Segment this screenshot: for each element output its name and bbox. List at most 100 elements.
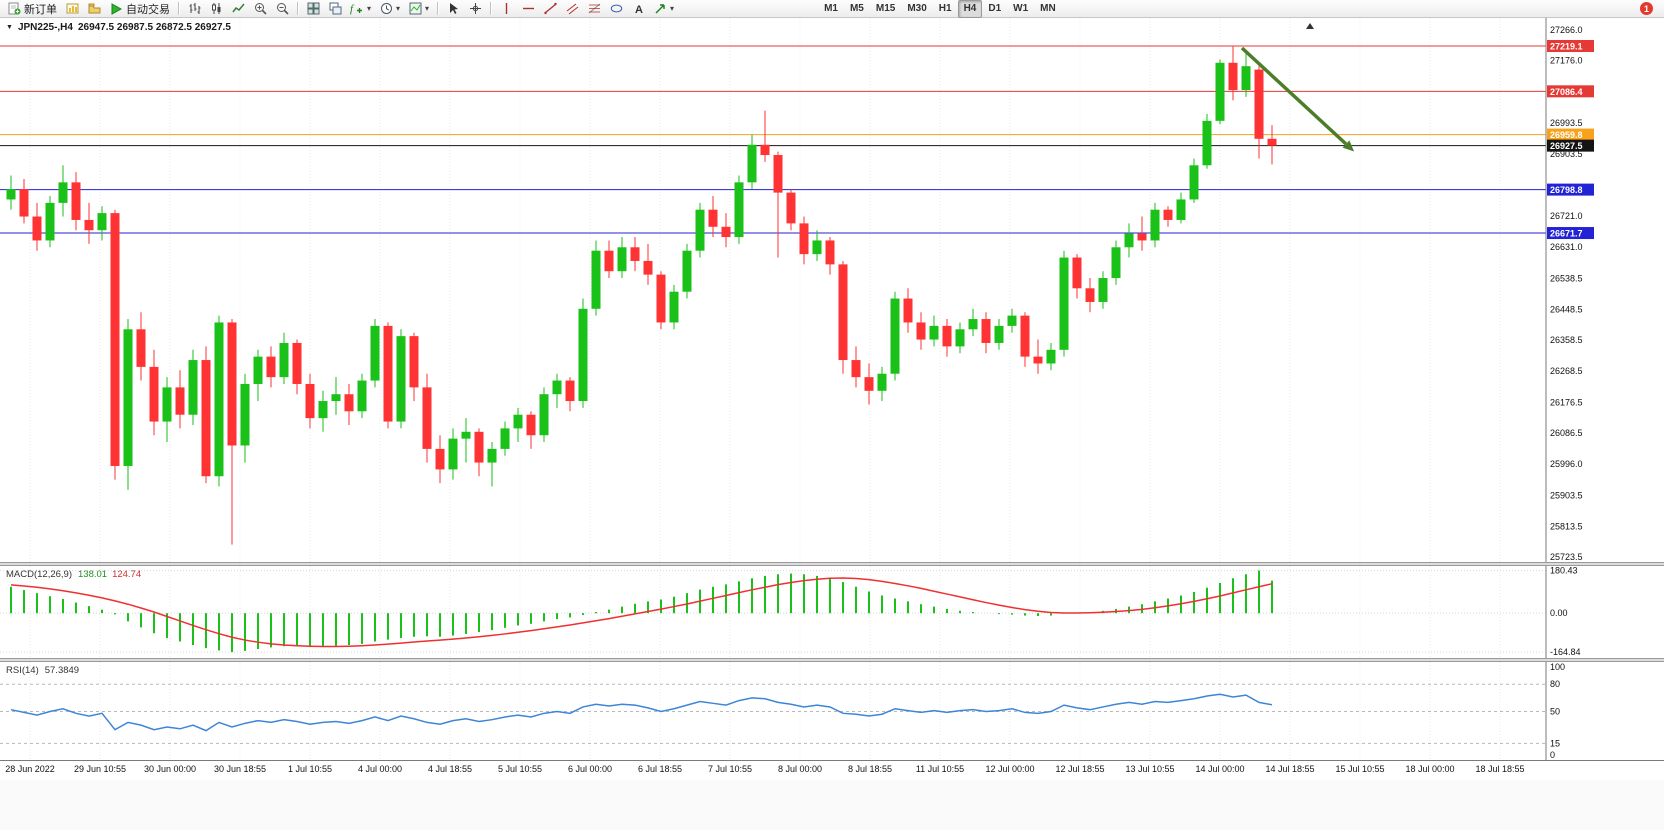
new-order-button[interactable]: 新订单 (3, 0, 61, 18)
svg-text:25996.0: 25996.0 (1550, 459, 1583, 469)
periods-clock-icon (379, 2, 393, 16)
text-button[interactable]: A (627, 0, 649, 18)
periods-button[interactable]: ▾ (375, 0, 404, 18)
time-label: 5 Jul 10:55 (497, 764, 543, 774)
fibonacci-icon (587, 2, 601, 16)
toolbar-separator (297, 2, 298, 15)
time-label: 8 Jul 18:55 (847, 764, 893, 774)
zoom-in-button[interactable] (249, 0, 271, 18)
new-chart-button[interactable] (61, 0, 83, 18)
svg-text:26358.5: 26358.5 (1550, 335, 1583, 345)
channel-button[interactable] (561, 0, 583, 18)
line-chart-button[interactable] (227, 0, 249, 18)
time-label: 12 Jul 00:00 (985, 764, 1035, 774)
time-label: 4 Jul 18:55 (427, 764, 473, 774)
equidistant-channel-icon (565, 2, 579, 16)
candlestick-chart-icon (209, 2, 223, 16)
dropdown-caret-icon: ▾ (396, 3, 401, 13)
svg-text:26927.5: 26927.5 (1550, 141, 1583, 151)
rsi-panel[interactable]: 100 80 50 15 0 (0, 662, 1664, 760)
crosshair-button[interactable] (464, 0, 486, 18)
svg-text:26268.5: 26268.5 (1550, 366, 1583, 376)
svg-text:f: f (350, 3, 355, 15)
svg-text:27176.0: 27176.0 (1550, 56, 1583, 66)
time-label: 14 Jul 18:55 (1265, 764, 1315, 774)
toolbar-separator (490, 2, 492, 15)
new-order-label: 新订单 (24, 3, 57, 16)
candlestick-chart-button[interactable] (205, 0, 227, 18)
svg-text:26993.5: 26993.5 (1550, 118, 1583, 128)
trendline-icon (543, 2, 557, 16)
cursor-button[interactable] (442, 0, 464, 18)
timeframe-m1-button[interactable]: M1 (824, 3, 838, 14)
indicators-button[interactable]: f ▾ (346, 0, 375, 18)
toolbar: 新订单 自动交易 (0, 0, 1664, 18)
time-label: 15 Jul 10:55 (1335, 764, 1385, 774)
svg-text:25903.5: 25903.5 (1550, 491, 1583, 501)
templates-button[interactable]: ▾ (404, 0, 433, 18)
vertical-line-icon (499, 2, 513, 16)
autotrading-play-icon (109, 2, 123, 16)
time-label: 28 Jun 2022 (5, 764, 55, 774)
line-chart-icon (231, 2, 245, 16)
profiles-button[interactable] (83, 0, 105, 18)
svg-text:15: 15 (1550, 738, 1560, 748)
timeframe-h1-button[interactable]: H1 (938, 3, 952, 14)
bar-chart-button[interactable] (183, 0, 205, 18)
toolbar-separator (178, 2, 179, 15)
tile-windows-button[interactable] (302, 0, 324, 18)
bottom-empty-area (0, 780, 1664, 830)
shapes-ellipse-icon (609, 2, 623, 16)
time-axis[interactable]: 28 Jun 2022 29 Jun 10:55 30 Jun 00:00 30 Ju… (0, 760, 1664, 780)
panel-splitter[interactable] (0, 658, 1664, 662)
time-label: 4 Jul 00:00 (357, 764, 403, 774)
horizontal-line-icon (521, 2, 535, 16)
time-label: 8 Jul 00:00 (777, 764, 823, 774)
main-chart-plot[interactable]: 27266.0 27176.0 26993.5 26903.5 26721.0 26631… (0, 18, 1664, 562)
svg-text:26086.5: 26086.5 (1550, 428, 1583, 438)
timeframe-d1-button[interactable]: D1 (988, 3, 1002, 14)
svg-text:26903.5: 26903.5 (1550, 149, 1583, 159)
autotrading-button[interactable]: 自动交易 (105, 0, 174, 18)
zoom-out-icon (275, 2, 289, 16)
shapes-button[interactable] (605, 0, 627, 18)
notification-badge[interactable]: 1 (1640, 2, 1653, 15)
fibonacci-button[interactable] (583, 0, 605, 18)
svg-text:26538.5: 26538.5 (1550, 274, 1583, 284)
time-label: 1 Jul 10:55 (287, 764, 333, 774)
zoom-out-button[interactable] (271, 0, 293, 18)
svg-text:26631.0: 26631.0 (1550, 242, 1583, 252)
text-icon: A (631, 2, 645, 16)
new-chart-icon (65, 2, 79, 16)
svg-text:180.43: 180.43 (1550, 566, 1578, 576)
timeframe-m5-button[interactable]: M5 (849, 3, 864, 14)
time-label: 11 Jul 10:55 (915, 764, 965, 774)
svg-text:50: 50 (1550, 707, 1560, 717)
time-label: 29 Jun 10:55 (73, 764, 127, 774)
svg-text:26176.5: 26176.5 (1550, 397, 1583, 407)
timeframe-m15-button[interactable]: M15 (875, 3, 896, 14)
cascade-windows-button[interactable] (324, 0, 346, 18)
timeframe-h4-button[interactable]: H4 (957, 0, 983, 18)
arrows-button[interactable]: ▾ (649, 0, 678, 18)
svg-text:25813.5: 25813.5 (1550, 521, 1583, 531)
timeframe-m30-button[interactable]: M30 (907, 3, 927, 14)
time-label: 6 Jul 18:55 (637, 764, 683, 774)
panel-splitter[interactable] (0, 562, 1664, 566)
vertical-line-button[interactable] (495, 0, 517, 18)
cascade-windows-icon (328, 2, 342, 16)
time-label: 18 Jul 18:55 (1475, 764, 1525, 774)
cursor-arrow-icon (446, 2, 460, 16)
trendline-button[interactable] (539, 0, 561, 18)
timeframe-mn-button[interactable]: MN (1040, 3, 1056, 14)
zoom-in-icon (253, 2, 267, 16)
tile-windows-icon (306, 2, 320, 16)
chart-window: 27266.0 27176.0 26993.5 26903.5 26721.0 26631… (0, 18, 1664, 830)
new-order-icon (7, 2, 21, 16)
macd-panel[interactable]: 180.43 0.00 -164.84 (0, 566, 1664, 658)
timeframe-w1-button[interactable]: W1 (1013, 3, 1029, 14)
svg-text:0.00: 0.00 (1550, 608, 1568, 618)
horizontal-line-button[interactable] (517, 0, 539, 18)
dropdown-caret-icon: ▾ (670, 3, 675, 13)
